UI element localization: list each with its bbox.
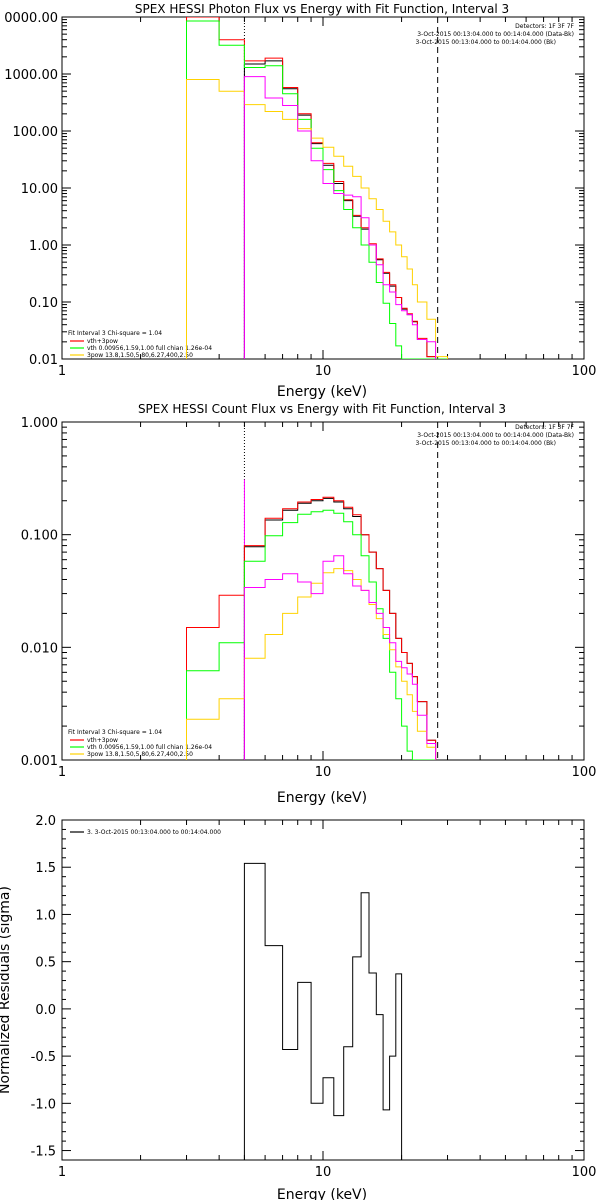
- count-series-3: [186, 568, 437, 760]
- photon-series-3: [186, 79, 448, 359]
- count-xtick-label: 100: [572, 765, 597, 780]
- count-ytick-label: 0.001: [21, 754, 58, 769]
- residuals-ytick-label: 2.0: [35, 814, 56, 829]
- photon-xtick-label: 100: [572, 364, 597, 379]
- residuals-ytick-label: 1.5: [35, 861, 56, 876]
- count-xtick-label: 10: [315, 765, 332, 780]
- photon-legend-label-0: vth+3pow: [87, 338, 118, 345]
- photon-series-2: [186, 20, 448, 359]
- residuals-xtick-label: 1: [58, 1165, 66, 1180]
- count-header-databk: 3-Oct-2015 00:13:04.000 to 00:14:04.000 …: [417, 432, 574, 439]
- photon-legend-label-2: 3pow 13.8,1.50,5.80,6.27,400,2.50: [87, 352, 193, 359]
- count-ytick-label: 0.010: [21, 641, 58, 656]
- photon-xtick-label: 1: [58, 364, 66, 379]
- count-header-bk: 3-Oct-2015 00:13:04.000 to 00:14:04.000 …: [416, 440, 557, 447]
- photon-ytick-label: 1000.00: [4, 68, 58, 83]
- photon-plot-frame: [61, 16, 585, 360]
- photon-ytick-label: 100.00: [13, 125, 59, 140]
- residuals-ytick-label: -1.5: [31, 1145, 56, 1160]
- residuals-series-0: [243, 862, 403, 1160]
- photon-ytick-label: 10.00: [21, 182, 58, 197]
- count-flux-title: SPEX HESSI Count Flux vs Energy with Fit…: [138, 402, 506, 416]
- photon-header-bk: 3-Oct-2015 00:13:04.000 to 00:14:04.000 …: [416, 39, 557, 46]
- residuals-ytick-label: 0.0: [35, 1003, 56, 1018]
- residuals-ytick-label: 0.5: [35, 956, 56, 971]
- count-ytick-label: 0.100: [21, 529, 58, 544]
- count-flux-xlabel: Energy (keV): [277, 790, 367, 806]
- photon-legend-label-1: vth 0.00956,1.59,1.00 full chian 1.26e-0…: [87, 345, 212, 352]
- photon-ytick-label: 0.10: [29, 296, 58, 311]
- residuals-ytick-label: -0.5: [31, 1050, 56, 1065]
- count-legend-label-0: vth+3pow: [87, 737, 118, 744]
- count-legend-title: Fit Interval 3 Chi-square = 1.04: [68, 729, 162, 736]
- photon-header-databk: 3-Oct-2015 00:13:04.000 to 00:14:04.000 …: [417, 31, 574, 38]
- count-legend-label-2: 3pow 13.8,1.50,5.80,6.27,400,2.50: [87, 751, 193, 758]
- photon-flux-title: SPEX HESSI Photon Flux vs Energy with Fi…: [135, 2, 509, 16]
- photon-ytick-label: 0000.00: [4, 11, 58, 26]
- residuals-plot-frame: [61, 819, 585, 1161]
- photon-header-detectors: Detectors: 1F 3F 7F: [515, 23, 574, 30]
- count-series-4: [243, 555, 437, 760]
- residuals-xtick-label: 10: [315, 1165, 332, 1180]
- count-header-detectors: Detectors: 1F 3F 7F: [515, 424, 574, 431]
- photon-series-4: [243, 76, 437, 359]
- residuals-xlabel: Energy (keV): [277, 1187, 367, 1200]
- photon-xtick-label: 10: [315, 364, 332, 379]
- count-series-0: [243, 497, 437, 760]
- photon-ytick-label: 0.01: [29, 353, 58, 368]
- count-series-1: [186, 496, 437, 760]
- residuals-ytick-label: 1.0: [35, 908, 56, 923]
- photon-series-1: [186, 17, 437, 359]
- photon-legend-title: Fit Interval 3 Chi-square = 1.04: [68, 330, 162, 337]
- count-xtick-label: 1: [58, 765, 66, 780]
- photon-ytick-label: 1.00: [29, 239, 58, 254]
- count-ytick-label: 1.000: [21, 416, 58, 431]
- residuals-legend-label-0: 3. 3-Oct-2015 00:13:04.000 to 00:14:04.0…: [87, 829, 221, 836]
- count-series-2: [186, 509, 436, 760]
- photon-flux-xlabel: Energy (keV): [277, 384, 367, 400]
- residuals-xtick-label: 100: [572, 1165, 597, 1180]
- residuals-ytick-label: -1.0: [31, 1097, 56, 1112]
- count-legend-label-1: vth 0.00956,1.59,1.00 full chian 1.26e-0…: [87, 744, 212, 751]
- residuals-ylabel: Normalized Residuals (sigma): [0, 886, 13, 1094]
